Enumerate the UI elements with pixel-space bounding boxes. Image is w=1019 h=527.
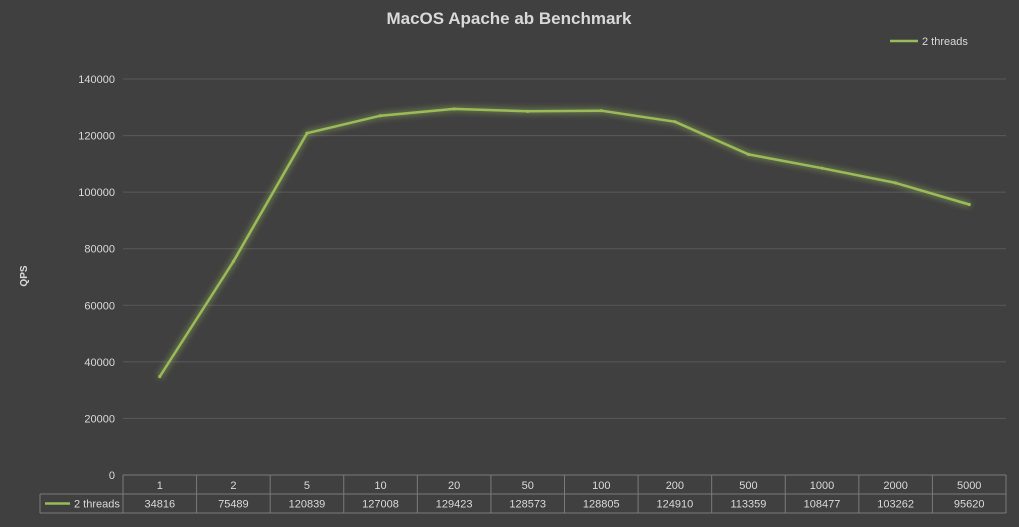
gridlines: [123, 78, 1006, 419]
table-value: 120839: [289, 499, 326, 511]
y-axis-label: QPS: [19, 265, 30, 286]
y-tick-label: 120000: [78, 131, 115, 143]
series-layer: [158, 107, 971, 379]
y-tick-label: 60000: [84, 300, 115, 312]
y-tick-labels: 0 20000 40000 60000 80000 100000 120000 140000: [78, 74, 115, 482]
data-point: [673, 120, 677, 124]
x-category-label: 100: [592, 480, 610, 492]
data-point: [967, 202, 971, 207]
legend: 2 threads: [890, 36, 968, 48]
legend-label: 2 threads: [922, 36, 968, 48]
x-category-label: 10: [374, 480, 386, 492]
table-value: 128573: [509, 499, 546, 511]
data-point: [305, 131, 309, 135]
table-value: 95620: [954, 499, 985, 511]
data-table: 1 2 5 10 20 50 100 200 500 1000 2000 5000 2 threads 3…: [39, 474, 1007, 514]
x-category-label: 5000: [957, 480, 981, 492]
data-point: [894, 181, 898, 185]
data-point: [820, 166, 824, 170]
x-category-label: 2: [230, 480, 236, 492]
data-point: [158, 374, 162, 379]
data-point: [231, 259, 235, 264]
y-tick-label: 0: [109, 470, 115, 482]
table-value: 113359: [731, 499, 767, 511]
table-value: 124910: [657, 499, 694, 511]
x-category-label: 500: [739, 480, 757, 492]
x-category-label: 5: [304, 480, 310, 492]
x-category-label: 1000: [810, 480, 834, 492]
y-tick-label: 20000: [84, 413, 115, 425]
x-category-label: 1: [157, 480, 163, 492]
y-tick-label: 40000: [84, 357, 115, 369]
table-series-label: 2 threads: [74, 499, 120, 511]
x-category-label: 20: [448, 480, 460, 492]
table-value: 103262: [877, 499, 914, 511]
table-value: 127008: [362, 499, 399, 511]
data-point: [599, 109, 603, 113]
series-line-2-threads: [158, 107, 971, 378]
table-value: 129423: [436, 499, 473, 511]
x-category-label: 2000: [883, 480, 907, 492]
data-point: [452, 107, 456, 111]
table-value: 75489: [218, 499, 249, 511]
data-point: [746, 152, 751, 156]
chart-title: MacOS Apache ab Benchmark: [386, 9, 632, 28]
x-category-label: 200: [666, 480, 684, 492]
y-tick-label: 100000: [78, 187, 115, 199]
y-tick-label: 80000: [84, 244, 115, 256]
data-point: [378, 114, 383, 118]
data-point: [526, 109, 530, 113]
y-tick-label: 140000: [78, 74, 115, 86]
table-value: 34816: [144, 499, 175, 511]
table-value: 108477: [804, 499, 841, 511]
table-value: 128805: [583, 499, 620, 511]
x-category-label: 50: [522, 480, 534, 492]
